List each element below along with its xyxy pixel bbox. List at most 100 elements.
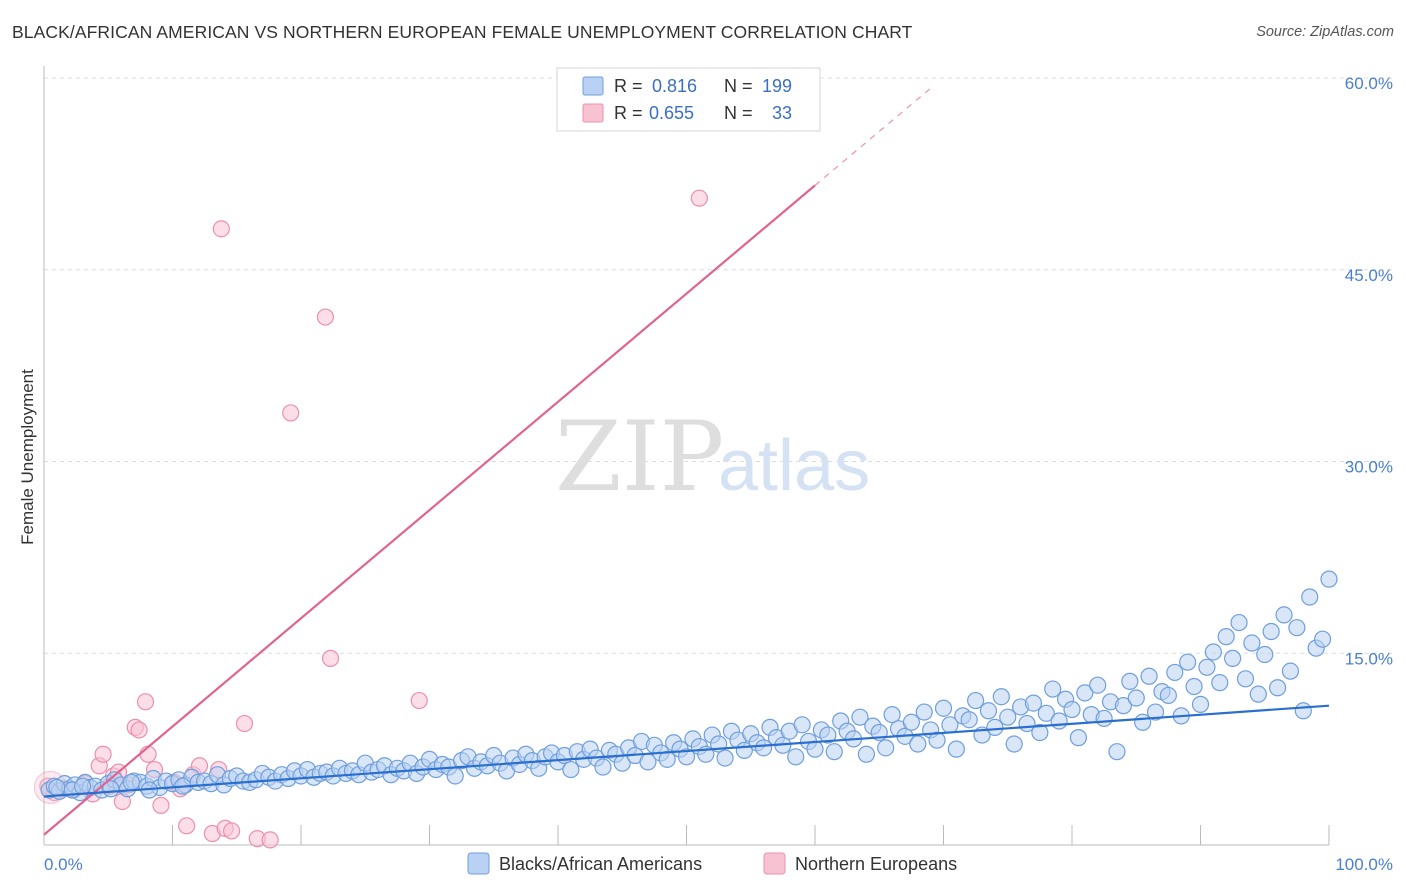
blue-point-140	[928, 731, 946, 749]
blue-point-168	[1108, 743, 1126, 761]
correlation-legend: R = 0.816 N = 199 R = 0.655 N = 33	[556, 67, 821, 132]
blue-point-145	[960, 711, 978, 729]
blue-point-187	[1230, 613, 1248, 632]
blue-point-138	[915, 703, 933, 721]
blue-point-101	[677, 748, 696, 766]
legend-r-value-blue: 0.816	[652, 76, 697, 96]
blue-point-141	[934, 699, 953, 717]
blue-point-113	[754, 739, 773, 757]
legend-r-label-blue: R =	[614, 76, 643, 96]
x-tick-label-max: 100.0%	[1335, 855, 1393, 874]
blue-point-184	[1211, 674, 1229, 692]
series-legend-swatch-blue	[467, 852, 490, 875]
source-label: Source: ZipAtlas.com	[1256, 24, 1394, 40]
blue-point-163	[1076, 684, 1094, 702]
blue-point-180	[1185, 677, 1203, 696]
blue-point-181	[1191, 695, 1210, 713]
y-tick-label-3: 60.0%	[1345, 74, 1393, 93]
blue-point-177	[1166, 663, 1184, 682]
blue-point-151	[999, 708, 1017, 726]
blue-point-162	[1069, 729, 1088, 747]
pink-point-27	[223, 822, 241, 840]
blue-point-195	[1281, 662, 1300, 680]
blue-point-186	[1224, 649, 1242, 667]
blue-point-189	[1243, 634, 1261, 652]
legend-n-label-pink: N =	[724, 103, 753, 123]
pink-point-35	[212, 220, 230, 238]
blue-point-174	[1146, 703, 1165, 721]
blue-point-150	[992, 688, 1010, 706]
legend-n-value-pink: 33	[772, 103, 792, 123]
blue-point-149	[986, 718, 1004, 736]
blue-point-119	[793, 716, 811, 734]
blue-point-166	[1095, 709, 1113, 728]
blue-point-137	[909, 735, 927, 753]
blue-point-190	[1249, 685, 1267, 703]
blue-point-188	[1236, 670, 1255, 688]
x-tick-label-min: 0.0%	[44, 855, 83, 874]
series-legend-label-blue: Blacks/African Americans	[499, 854, 702, 874]
legend-swatch-blue	[582, 76, 604, 96]
blue-point-146	[967, 691, 985, 710]
blue-point-201	[1320, 570, 1338, 588]
blue-point-155	[1024, 694, 1043, 712]
blue-point-83	[562, 760, 580, 779]
blue-point-170	[1121, 672, 1139, 690]
series-legend: Blacks/African Americans Northern Europe…	[467, 852, 957, 875]
legend-n-label-blue: N =	[724, 76, 753, 96]
series-legend-swatch-pink	[763, 852, 786, 875]
pink-point-33	[282, 404, 300, 422]
blacks-points	[40, 570, 1338, 802]
watermark-atlas: atlas	[718, 426, 870, 506]
blue-point-88	[594, 758, 612, 776]
blue-trend-line	[43, 704, 1330, 798]
blue-point-206	[122, 773, 140, 791]
blue-point-107	[716, 749, 734, 767]
blue-point-165	[1089, 676, 1107, 694]
blue-point-194	[1275, 606, 1293, 624]
blue-point-133	[883, 706, 901, 724]
blue-point-193	[1268, 679, 1287, 697]
legend-r-value-pink: 0.655	[649, 103, 694, 123]
blue-point-161	[1063, 700, 1081, 719]
blue-point-65	[446, 767, 464, 785]
pink-trend-line	[43, 184, 816, 836]
pink-point-14	[130, 721, 148, 739]
pink-point-21	[178, 817, 196, 835]
blue-point-136	[902, 713, 920, 731]
pink-point-32	[410, 691, 428, 710]
chart-title: BLACK/AFRICAN AMERICAN VS NORTHERN EUROP…	[12, 22, 913, 42]
blue-point-192	[1262, 622, 1280, 641]
pink-point-34	[316, 308, 335, 326]
blue-point-204	[73, 777, 92, 795]
legend-swatch-pink	[582, 103, 604, 123]
pink-point-30	[261, 831, 279, 849]
series-legend-label-pink: Northern Europeans	[795, 854, 957, 874]
blue-point-191	[1256, 645, 1274, 664]
legend-n-value-blue: 199	[762, 76, 792, 96]
blue-point-132	[877, 739, 895, 757]
pink-point-7	[94, 745, 112, 763]
watermark-zip: ZIP	[555, 401, 724, 513]
blue-point-169	[1114, 697, 1133, 715]
blue-point-118	[787, 748, 805, 766]
blue-point-129	[857, 745, 876, 763]
y-tick-label-0: 15.0%	[1345, 649, 1393, 668]
y-tick-labels: 15.0% 30.0% 45.0% 60.0%	[1345, 74, 1393, 668]
blue-point-183	[1204, 643, 1222, 661]
trend-lines	[43, 87, 1330, 836]
pink-point-16	[139, 745, 157, 763]
blue-point-173	[1140, 667, 1158, 685]
blue-point-159	[1050, 712, 1068, 730]
blue-point-158	[1044, 680, 1062, 698]
blue-point-182	[1198, 658, 1216, 676]
grid-lines	[44, 77, 1393, 654]
blue-point-179	[1179, 653, 1197, 671]
y-tick-label-2: 45.0%	[1345, 266, 1393, 285]
blue-point-152	[1005, 735, 1023, 753]
blue-point-198	[1301, 588, 1319, 606]
blue-point-202	[48, 778, 66, 797]
legend-r-label-pink: R =	[614, 103, 643, 123]
blue-point-124	[825, 743, 843, 761]
